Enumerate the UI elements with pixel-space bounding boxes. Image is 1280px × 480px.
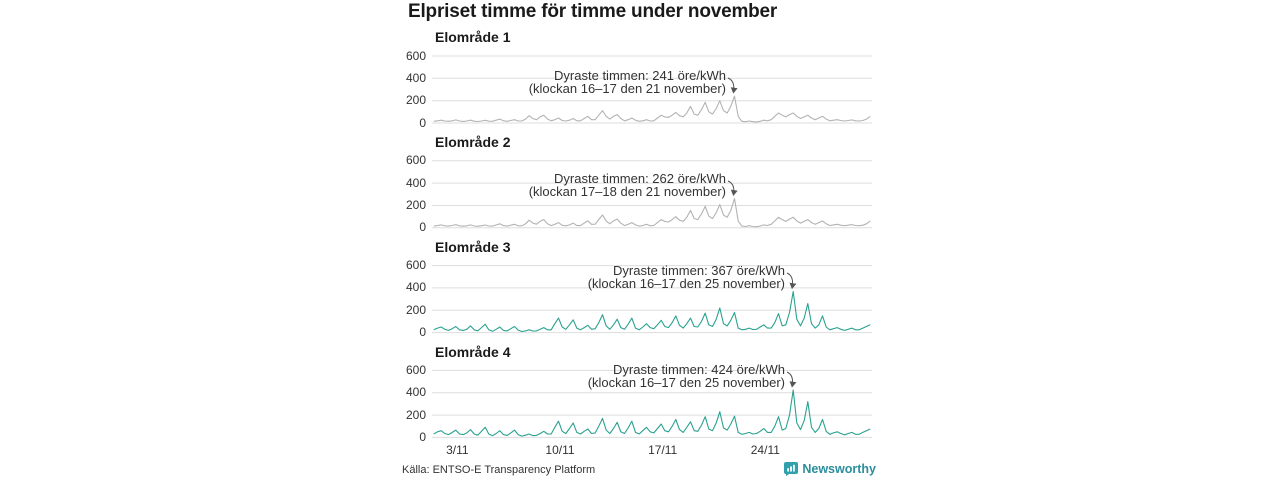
x-tick-label: 10/11	[545, 443, 575, 457]
price-line-elomrade-3	[433, 291, 871, 333]
y-tick-label: 0	[419, 429, 426, 444]
chart-figure: Elpriset timme för timme under november …	[400, 0, 880, 480]
bar-chart-bubble-icon	[784, 462, 799, 476]
x-tick-label: 17/11	[648, 443, 678, 457]
brand-name: Newsworthy	[802, 462, 876, 476]
x-tick-label: 24/11	[750, 443, 780, 457]
y-tick-label: 400	[405, 385, 426, 400]
annotation-elomrade-2: Dyraste timmen: 262 öre/kWh (klockan 17–…	[529, 172, 726, 198]
price-line-elomrade-2	[433, 197, 871, 228]
charts-canvas	[432, 55, 872, 438]
y-tick-label: 600	[405, 48, 426, 63]
y-tick-label: 200	[405, 407, 426, 422]
y-tick-label: 200	[405, 302, 426, 317]
y-tick-label: 400	[405, 280, 426, 295]
annotation-arrow	[786, 272, 797, 290]
annotation-arrow	[786, 371, 797, 388]
y-tick-label: 200	[405, 93, 426, 108]
subtitle-elomrade-4: Elområde 4	[435, 344, 511, 360]
subtitle-elomrade-2: Elområde 2	[435, 134, 511, 150]
source-credit: Källa: ENTSO-E Transparency Platform	[402, 464, 596, 476]
y-tick-label: 0	[419, 325, 426, 340]
y-tick-label: 400	[405, 70, 426, 85]
y-tick-label: 600	[405, 153, 426, 168]
price-line-elomrade-4	[433, 389, 871, 437]
annotation-elomrade-4: Dyraste timmen: 424 öre/kWh (klockan 16–…	[588, 363, 785, 389]
x-tick-label: 3/11	[446, 443, 469, 457]
y-tick-label: 0	[419, 115, 426, 130]
annotation-line1: Dyraste timmen: 367 öre/kWh	[613, 263, 785, 278]
annotation-line1: Dyraste timmen: 424 öre/kWh	[613, 362, 785, 377]
annotation-elomrade-1: Dyraste timmen: 241 öre/kWh (klockan 16–…	[529, 69, 726, 95]
annotation-line1: Dyraste timmen: 241 öre/kWh	[554, 68, 726, 83]
annotation-line2: (klockan 16–17 den 21 november)	[528, 81, 726, 96]
annotation-elomrade-3: Dyraste timmen: 367 öre/kWh (klockan 16–…	[588, 264, 785, 290]
subtitle-elomrade-3: Elområde 3	[435, 239, 511, 255]
y-tick-label: 600	[405, 258, 426, 273]
annotation-arrow	[727, 180, 738, 196]
annotation-line2: (klockan 17–18 den 21 november)	[528, 184, 726, 199]
y-tick-label: 0	[419, 220, 426, 235]
subtitle-elomrade-1: Elområde 1	[435, 29, 511, 45]
y-tick-label: 600	[405, 362, 426, 377]
annotation-line2: (klockan 16–17 den 25 november)	[587, 276, 785, 291]
page-title: Elpriset timme för timme under november	[408, 1, 778, 22]
price-line-elomrade-1	[433, 95, 871, 123]
y-tick-label: 400	[405, 175, 426, 190]
annotation-line2: (klockan 16–17 den 25 november)	[587, 375, 785, 390]
y-tick-label: 200	[405, 197, 426, 212]
annotation-arrow	[727, 77, 738, 94]
newsworthy-brand: Newsworthy	[784, 462, 876, 476]
annotation-line1: Dyraste timmen: 262 öre/kWh	[554, 171, 726, 186]
